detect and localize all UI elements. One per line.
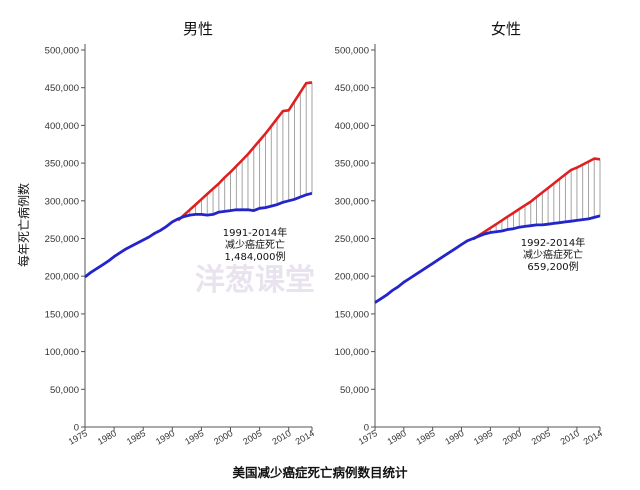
y-tick-label: 400,000 <box>335 121 369 132</box>
y-tick-label: 200,000 <box>335 272 369 283</box>
y-tick-label: 50,000 <box>340 385 369 396</box>
y-tick-label: 150,000 <box>335 309 369 320</box>
annotation-line: 1,484,000例 <box>225 250 286 263</box>
x-tick-label: 2014 <box>294 428 316 447</box>
x-tick-label: 2005 <box>241 428 263 447</box>
y-tick-label: 250,000 <box>335 234 369 245</box>
x-tick-label: 1985 <box>125 428 147 447</box>
expected-deaths-line <box>472 157 601 241</box>
y-tick-label: 100,000 <box>45 347 79 358</box>
y-tick-label: 0 <box>74 423 79 434</box>
x-tick-label: 2014 <box>582 428 604 447</box>
watermark-text: 洋葱课堂 <box>195 263 315 298</box>
x-tick-label: 2010 <box>270 428 292 447</box>
y-tick-label: 100,000 <box>335 347 369 358</box>
panel-title: 女性 <box>491 20 521 38</box>
annotation-line: 1992-2014年 <box>521 236 586 249</box>
annotation-line: 减少癌症死亡 <box>523 248 583 261</box>
x-tick-label: 1985 <box>414 428 436 447</box>
x-tick-label: 1980 <box>96 428 118 447</box>
x-tick-label: 1975 <box>67 428 89 447</box>
expected-deaths-line <box>177 81 313 222</box>
x-tick-label: 1990 <box>443 428 465 447</box>
actual-deaths-line <box>374 214 601 304</box>
y-tick-label: 150,000 <box>45 309 79 320</box>
y-tick-label: 50,000 <box>50 385 79 396</box>
panel-1: 女性 0 50,000 100,000 150,000 200,000 250,000 300… <box>335 20 604 447</box>
panel-0: 男性 0 50,000 100,000 150,000 200,000 250,000 300… <box>45 20 316 447</box>
chart-panels: 男性 0 50,000 100,000 150,000 200,000 250,000 300… <box>45 20 604 447</box>
x-tick-label: 1990 <box>154 428 176 447</box>
x-tick-label: 1995 <box>472 428 494 447</box>
panel-title: 男性 <box>183 20 213 38</box>
y-tick-label: 350,000 <box>335 159 369 170</box>
y-tick-label: 250,000 <box>45 234 79 245</box>
y-axis-label: 每年死亡病例数 <box>16 183 31 267</box>
y-tick-label: 300,000 <box>335 196 369 207</box>
x-tick-label: 2010 <box>559 428 581 447</box>
annotation-line: 1991-2014年 <box>223 226 288 239</box>
x-tick-label: 2000 <box>501 428 523 447</box>
x-tick-label: 1995 <box>183 428 205 447</box>
y-tick-label: 450,000 <box>335 83 369 94</box>
y-tick-label: 500,000 <box>45 46 79 57</box>
figure-caption: 美国减少癌症死亡病例数目统计 <box>232 465 408 480</box>
annotation-line: 659,200例 <box>527 260 578 273</box>
actual-deaths-line <box>84 191 313 279</box>
y-tick-label: 400,000 <box>45 121 79 132</box>
annotation-line: 减少癌症死亡 <box>225 238 285 251</box>
x-tick-label: 1975 <box>357 428 379 447</box>
x-tick-label: 2000 <box>212 428 234 447</box>
y-tick-label: 200,000 <box>45 272 79 283</box>
y-tick-label: 500,000 <box>335 46 369 57</box>
y-tick-label: 0 <box>364 423 369 434</box>
y-tick-label: 300,000 <box>45 196 79 207</box>
y-tick-label: 350,000 <box>45 159 79 170</box>
x-tick-label: 1980 <box>385 428 407 447</box>
x-tick-label: 2005 <box>530 428 552 447</box>
y-tick-label: 450,000 <box>45 83 79 94</box>
